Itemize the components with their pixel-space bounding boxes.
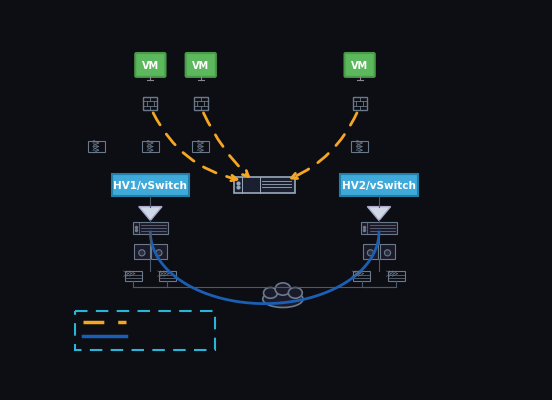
Circle shape bbox=[139, 250, 145, 256]
Bar bbox=[142, 141, 159, 152]
Text: VM: VM bbox=[192, 61, 209, 71]
Bar bbox=[353, 270, 370, 281]
Bar bbox=[151, 244, 167, 259]
Text: VM: VM bbox=[351, 61, 368, 71]
Bar bbox=[88, 141, 105, 152]
Circle shape bbox=[368, 250, 374, 256]
Bar bbox=[112, 174, 189, 196]
Ellipse shape bbox=[263, 288, 278, 298]
Bar bbox=[353, 96, 367, 110]
Bar bbox=[351, 141, 368, 152]
Ellipse shape bbox=[288, 288, 302, 298]
Bar bbox=[363, 244, 378, 259]
Bar bbox=[144, 96, 157, 110]
Bar bbox=[388, 270, 405, 281]
Ellipse shape bbox=[275, 283, 291, 295]
Bar bbox=[132, 222, 168, 234]
Text: HV2/vSwitch: HV2/vSwitch bbox=[342, 181, 416, 191]
Polygon shape bbox=[139, 207, 162, 220]
FancyBboxPatch shape bbox=[185, 53, 216, 77]
Bar bbox=[75, 311, 215, 350]
Bar bbox=[340, 174, 418, 196]
Bar bbox=[125, 270, 142, 281]
Circle shape bbox=[156, 250, 162, 256]
FancyBboxPatch shape bbox=[344, 53, 375, 77]
Text: VM: VM bbox=[142, 61, 159, 71]
Bar bbox=[194, 96, 208, 110]
Polygon shape bbox=[368, 207, 391, 220]
Bar bbox=[192, 141, 209, 152]
Text: HV1/vSwitch: HV1/vSwitch bbox=[114, 181, 187, 191]
Ellipse shape bbox=[263, 290, 303, 308]
Bar bbox=[380, 244, 395, 259]
FancyBboxPatch shape bbox=[135, 53, 166, 77]
Bar bbox=[134, 244, 150, 259]
Bar bbox=[234, 177, 295, 193]
Bar bbox=[361, 222, 397, 234]
Bar bbox=[159, 270, 176, 281]
Circle shape bbox=[384, 250, 391, 256]
